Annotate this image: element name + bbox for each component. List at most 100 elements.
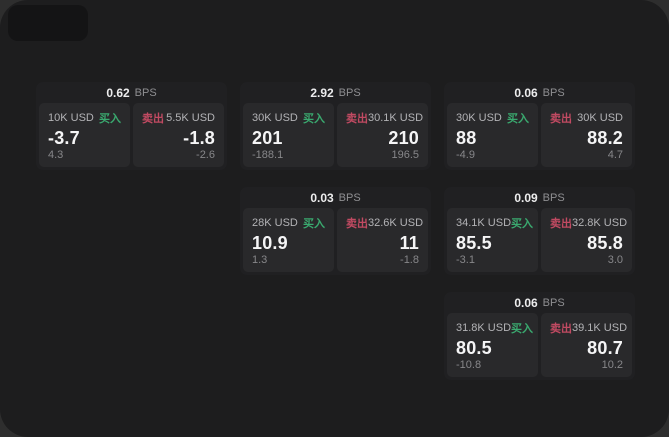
buy-panel[interactable]: 28K USD 买入 10.9 1.3	[243, 208, 334, 272]
card-header: 0.06 BPS	[444, 82, 635, 103]
buy-change: -4.9	[456, 149, 475, 161]
sell-side-label: 卖出	[142, 113, 164, 125]
quote-card: 0.06 BPS 30K USD 买入 88 -4.9 卖出 30K USD 8…	[444, 82, 635, 170]
buy-panel[interactable]: 34.1K USD 买入 85.5 -3.1	[447, 208, 538, 272]
sell-change: -2.6	[196, 149, 215, 161]
sell-price: 80.7	[587, 337, 623, 358]
sell-price: 88.2	[587, 127, 623, 148]
sell-notional: 30.1K USD	[368, 112, 424, 124]
bps-unit-label: BPS	[542, 86, 565, 99]
buy-notional: 34.1K USD	[456, 217, 512, 229]
card-header: 2.92 BPS	[240, 82, 431, 103]
sell-price: 210	[388, 127, 419, 148]
buy-side-label: 买入	[99, 113, 121, 125]
quote-panels: 34.1K USD 买入 85.5 -3.1 卖出 32.8K USD 85.8…	[444, 208, 635, 275]
sell-notional: 5.5K USD	[166, 112, 215, 124]
sell-panel[interactable]: 卖出 32.8K USD 85.8 3.0	[541, 208, 632, 272]
sell-price: -1.8	[183, 127, 215, 148]
bps-unit-label: BPS	[134, 86, 157, 99]
quote-panels: 30K USD 买入 88 -4.9 卖出 30K USD 88.2 4.7	[444, 103, 635, 170]
quote-card: 0.62 BPS 10K USD 买入 -3.7 4.3 卖出 5.5K USD…	[36, 82, 227, 170]
buy-panel-top: 34.1K USD 买入	[456, 215, 533, 231]
card-header: 0.62 BPS	[36, 82, 227, 103]
buy-notional: 10K USD	[48, 112, 94, 124]
sell-panel[interactable]: 卖出 5.5K USD -1.8 -2.6	[133, 103, 224, 167]
buy-side-label: 买入	[507, 113, 529, 125]
quote-panels: 31.8K USD 买入 80.5 -10.8 卖出 39.1K USD 80.…	[444, 313, 635, 380]
bps-unit-label: BPS	[542, 191, 565, 204]
card-header: 0.09 BPS	[444, 187, 635, 208]
buy-panel-top: 30K USD 买入	[456, 110, 529, 126]
buy-notional: 28K USD	[252, 217, 298, 229]
buy-change: -3.1	[456, 254, 475, 266]
sell-panel-top: 卖出 30.1K USD	[346, 110, 423, 126]
buy-notional: 30K USD	[456, 112, 502, 124]
sell-change: 4.7	[607, 149, 623, 161]
buy-price: -3.7	[48, 127, 80, 148]
sell-notional: 30K USD	[577, 112, 623, 124]
sell-price: 85.8	[587, 232, 623, 253]
bps-unit-label: BPS	[542, 296, 565, 309]
sell-notional: 32.8K USD	[572, 217, 628, 229]
bps-unit-label: BPS	[338, 86, 361, 99]
buy-panel[interactable]: 10K USD 买入 -3.7 4.3	[39, 103, 130, 167]
sell-change: 10.2	[601, 359, 623, 371]
sell-side-label: 卖出	[346, 113, 368, 125]
bps-value: 0.09	[514, 190, 538, 205]
sell-panel[interactable]: 卖出 30K USD 88.2 4.7	[541, 103, 632, 167]
buy-panel[interactable]: 30K USD 买入 88 -4.9	[447, 103, 538, 167]
buy-change: 4.3	[48, 149, 64, 161]
buy-price: 201	[252, 127, 283, 148]
sell-side-label: 卖出	[550, 323, 572, 335]
buy-side-label: 买入	[511, 218, 534, 230]
sell-change: -1.8	[400, 254, 419, 266]
buy-change: 1.3	[252, 254, 268, 266]
sell-panel[interactable]: 卖出 32.6K USD 11 -1.8	[337, 208, 428, 272]
buy-price: 88	[456, 127, 477, 148]
buy-price: 85.5	[456, 232, 492, 253]
bps-value: 0.03	[310, 190, 334, 205]
sell-side-label: 卖出	[550, 113, 572, 125]
buy-price: 80.5	[456, 337, 492, 358]
buy-panel-top: 31.8K USD 买入	[456, 320, 533, 336]
sell-notional: 32.6K USD	[368, 217, 424, 229]
buy-notional: 31.8K USD	[456, 322, 512, 334]
quote-card: 0.09 BPS 34.1K USD 买入 85.5 -3.1 卖出 32.8K…	[444, 187, 635, 275]
sell-panel[interactable]: 卖出 30.1K USD 210 196.5	[337, 103, 428, 167]
sell-panel[interactable]: 卖出 39.1K USD 80.7 10.2	[541, 313, 632, 377]
bps-value: 0.06	[514, 85, 538, 100]
sell-change: 3.0	[607, 254, 623, 266]
buy-notional: 30K USD	[252, 112, 298, 124]
bps-value: 0.06	[514, 295, 538, 310]
sell-price: 11	[399, 232, 419, 253]
buy-change: -10.8	[456, 359, 482, 371]
top-left-tile	[8, 5, 88, 41]
quote-panels: 30K USD 买入 201 -188.1 卖出 30.1K USD 210 1…	[240, 103, 431, 170]
buy-side-label: 买入	[511, 323, 534, 335]
sell-side-label: 卖出	[550, 218, 572, 230]
sell-notional: 39.1K USD	[572, 322, 628, 334]
buy-panel[interactable]: 30K USD 买入 201 -188.1	[243, 103, 334, 167]
sell-panel-top: 卖出 32.6K USD	[346, 215, 423, 231]
bps-unit-label: BPS	[338, 191, 361, 204]
bps-value: 0.62	[106, 85, 130, 100]
buy-change: -188.1	[252, 149, 284, 161]
sell-panel-top: 卖出 32.8K USD	[550, 215, 627, 231]
sell-panel-top: 卖出 5.5K USD	[142, 110, 215, 126]
sell-panel-top: 卖出 39.1K USD	[550, 320, 627, 336]
buy-panel-top: 30K USD 买入	[252, 110, 325, 126]
buy-panel[interactable]: 31.8K USD 买入 80.5 -10.8	[447, 313, 538, 377]
buy-price: 10.9	[252, 232, 288, 253]
sell-change: 196.5	[391, 149, 419, 161]
sell-side-label: 卖出	[346, 218, 368, 230]
buy-side-label: 买入	[303, 113, 325, 125]
buy-panel-top: 10K USD 买入	[48, 110, 121, 126]
card-header: 0.06 BPS	[444, 292, 635, 313]
buy-side-label: 买入	[303, 218, 325, 230]
quote-card: 2.92 BPS 30K USD 买入 201 -188.1 卖出 30.1K …	[240, 82, 431, 170]
bps-value: 2.92	[310, 85, 334, 100]
quote-panels: 28K USD 买入 10.9 1.3 卖出 32.6K USD 11 -1.8	[240, 208, 431, 275]
quotes-grid: 0.62 BPS 10K USD 买入 -3.7 4.3 卖出 5.5K USD…	[36, 82, 635, 380]
card-header: 0.03 BPS	[240, 187, 431, 208]
